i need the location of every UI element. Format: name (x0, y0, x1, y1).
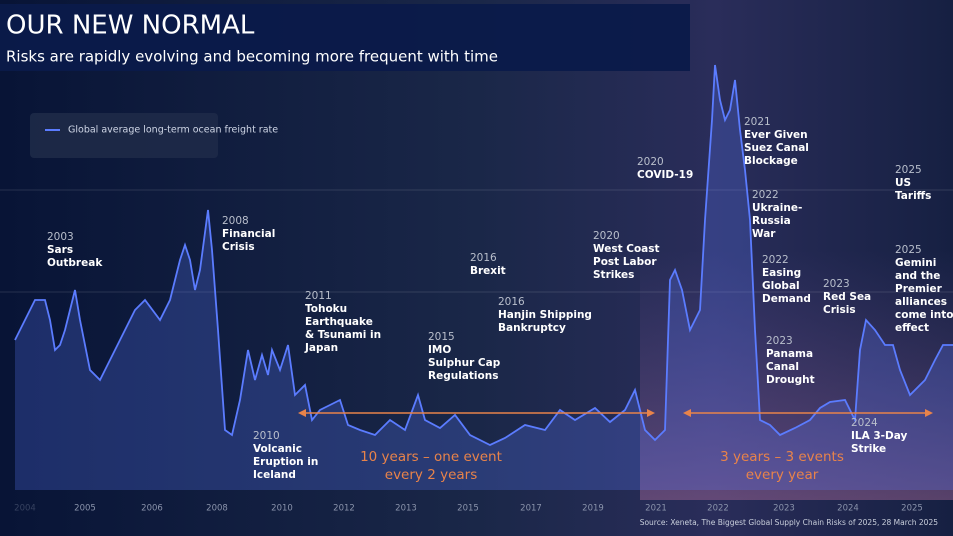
period-label: 10 years – one event (360, 449, 502, 465)
event-label: Earthquake (305, 316, 373, 328)
x-tick-label: 2015 (457, 504, 479, 514)
x-tick-label: 2025 (901, 504, 923, 514)
event-label: come into (895, 309, 953, 321)
x-tick-label: 2004 (14, 504, 36, 514)
event-year: 2023 (766, 335, 793, 347)
event-year: 2024 (851, 417, 878, 429)
event-label: Iceland (253, 469, 296, 481)
event-label: Strike (851, 443, 886, 455)
header-box (0, 4, 690, 71)
event-year: 2023 (823, 278, 850, 290)
event-year: 2010 (253, 430, 280, 442)
event-label: Japan (304, 342, 338, 354)
event-label: Suez Canal (744, 142, 809, 154)
event-year: 2015 (428, 331, 455, 343)
event-year: 2021 (744, 116, 771, 128)
event-year: 2003 (47, 231, 74, 243)
event-year: 2020 (637, 156, 664, 168)
event-label: Drought (766, 374, 815, 386)
event-label: Sars (47, 244, 73, 256)
event-label: Ukraine- (752, 202, 802, 214)
event-label: effect (895, 322, 929, 334)
x-tick-label: 2012 (333, 504, 355, 514)
event-label: Blockage (744, 155, 798, 167)
event-label: US (895, 177, 911, 189)
event-year: 2025 (895, 164, 922, 176)
event-label: Ever Given (744, 129, 808, 141)
event-label: Volcanic (253, 443, 302, 455)
event-label: Strikes (593, 269, 634, 281)
event-label: Post Labor (593, 256, 657, 268)
event-year: 2025 (895, 244, 922, 256)
event-label: Tariffs (895, 190, 931, 202)
period-label: every 2 years (385, 467, 477, 483)
event-year: 2008 (222, 215, 249, 227)
event-label: War (752, 228, 776, 240)
event-label: Sulphur Cap (428, 357, 501, 369)
event-label: Panama (766, 348, 813, 360)
event-year: 2020 (593, 230, 620, 242)
period-label: 3 years – 3 events (720, 449, 844, 465)
event-label: Easing (762, 267, 801, 279)
period-label: every year (746, 467, 819, 483)
area (15, 65, 953, 490)
event-label: Hanjin Shipping (498, 309, 592, 321)
event-label: Gemini (895, 257, 936, 269)
event-label: Premier (895, 283, 943, 295)
event-label: COVID-19 (637, 169, 693, 181)
x-tick-label: 2023 (773, 504, 795, 514)
event-label: Eruption in (253, 456, 318, 468)
x-tick-label: 2008 (206, 504, 228, 514)
x-tick-label: 2010 (271, 504, 293, 514)
series-line (14, 64, 953, 446)
event-label: Crisis (823, 304, 856, 316)
event-label: & Tsunami in (305, 329, 381, 341)
x-tick-label: 2013 (395, 504, 417, 514)
event-label: Crisis (222, 241, 255, 253)
x-tick-label: 2005 (74, 504, 96, 514)
source: Source: Xeneta, The Biggest Global Suppl… (640, 518, 939, 527)
event-label: Canal (766, 361, 799, 373)
event-label: Bankruptcy (498, 322, 566, 334)
event-year: 2016 (470, 252, 497, 264)
x-tick-label: 2019 (582, 504, 604, 514)
event-label: alliances (895, 296, 947, 308)
event-label: Tohoku (305, 303, 347, 315)
x-tick-label: 2022 (707, 504, 729, 514)
event-year: 2022 (752, 189, 779, 201)
event-year: 2016 (498, 296, 525, 308)
glow (640, 250, 953, 500)
event-year: 2011 (305, 290, 332, 302)
event-label: Financial (222, 228, 275, 240)
x-tick-label: 2017 (520, 504, 542, 514)
subtitle: Risks are rapidly evolving and becoming … (6, 48, 498, 66)
x-tick-label: 2024 (837, 504, 859, 514)
event-label: West Coast (593, 243, 660, 255)
event-label: Red Sea (823, 291, 871, 303)
event-label: ILA 3-Day (851, 430, 908, 442)
event-year: 2022 (762, 254, 789, 266)
event-label: and the (895, 270, 940, 282)
event-label: Outbreak (47, 257, 103, 269)
plot: 2004 2005 2006 2008 2010 2012 2013 2015 2017 2019… (0, 64, 953, 514)
event-label: Brexit (470, 265, 506, 277)
event-label: Global (762, 280, 800, 292)
legend-label: Global average long-term ocean freight r… (68, 125, 278, 136)
x-tick-label: 2021 (645, 504, 667, 514)
title: OUR NEW NORMAL (6, 11, 255, 41)
event-label: Russia (752, 215, 791, 227)
event-label: Demand (762, 293, 811, 305)
event-label: IMO (428, 344, 451, 356)
legend-box (30, 113, 218, 158)
x-tick-label: 2006 (141, 504, 163, 514)
event-label: Regulations (428, 370, 498, 382)
